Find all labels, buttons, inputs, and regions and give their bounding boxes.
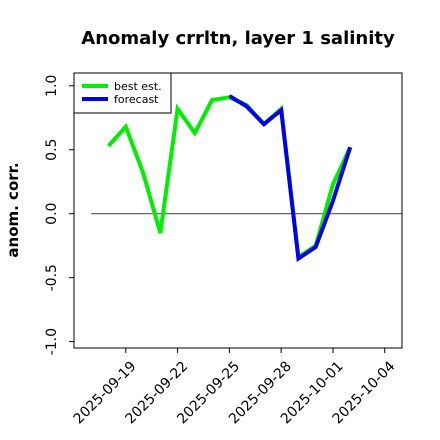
legend-label: best est.	[114, 80, 162, 93]
legend-box	[73, 72, 172, 114]
y-tick-label: -0.5	[44, 264, 60, 291]
legend: best est.forecast	[73, 72, 172, 114]
plot-area: -1.0-0.50.00.51.02025-09-192025-09-22202…	[44, 72, 403, 427]
y-tick-label: 0.5	[44, 139, 60, 161]
legend-label: forecast	[114, 93, 159, 106]
series-line-forecast	[228, 94, 353, 262]
chart-title: Anomaly crrltn, layer 1 salinity	[81, 28, 395, 49]
y-tick-label: 1.0	[44, 75, 60, 97]
y-axis-label: anom. corr.	[4, 162, 22, 257]
series-line-best-est-	[107, 95, 353, 261]
plot-frame	[73, 72, 403, 349]
y-tick-label: 0.0	[44, 203, 60, 225]
y-tick-label: -1.0	[44, 328, 60, 355]
